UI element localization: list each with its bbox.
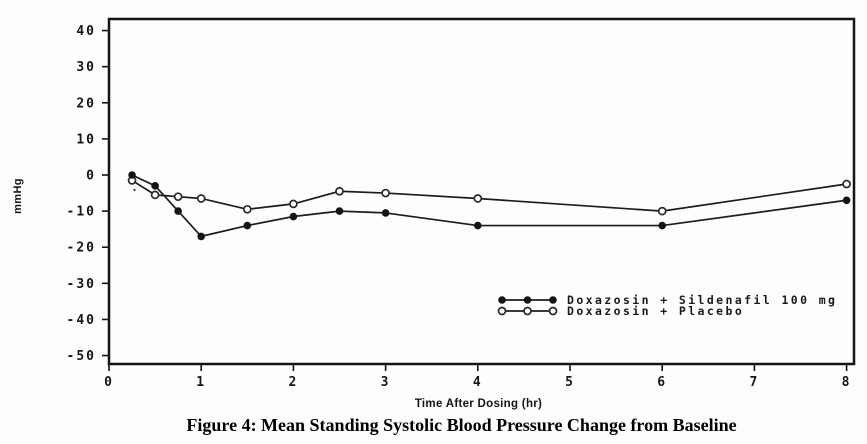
y-tick-label: 20 xyxy=(76,96,96,111)
data-point-marker xyxy=(150,190,160,200)
y-tick-label: -40 xyxy=(67,313,96,328)
data-point-marker xyxy=(842,179,851,189)
legend-swatch-marker xyxy=(548,306,558,316)
data-point-marker xyxy=(196,194,206,203)
y-axis-title: mmHg xyxy=(12,178,24,214)
scan-artifact-dot xyxy=(133,188,136,192)
y-tick-label: -50 xyxy=(67,349,96,364)
y-tick-label: 10 xyxy=(76,132,96,147)
x-tick-label: 1 xyxy=(196,375,206,390)
legend-label-1: Doxazosin + Placebo xyxy=(567,304,744,318)
legend-swatch-marker xyxy=(497,306,507,316)
x-tick-label: 8 xyxy=(842,375,852,390)
legend-swatch-marker xyxy=(549,296,557,304)
data-point-marker xyxy=(335,207,344,215)
data-point-marker xyxy=(242,204,252,214)
series-line-0 xyxy=(131,174,847,238)
data-point-marker xyxy=(128,171,136,179)
y-tick-label: 40 xyxy=(76,24,96,39)
chart-canvas: 40 30 20 10 0 -10 -20 -30 -40 -50 0 1 2 3 4 5 6 7 8 Doxazos… xyxy=(67,17,856,390)
x-tick-label: 7 xyxy=(749,375,759,390)
data-point-marker xyxy=(381,209,390,217)
data-point-marker xyxy=(381,188,390,198)
legend-swatch-marker xyxy=(523,306,532,316)
x-tick-label: 6 xyxy=(657,375,667,390)
data-point-marker xyxy=(658,221,666,230)
figure-caption: Figure 4: Mean Standing Systolic Blood P… xyxy=(186,415,737,435)
data-point-marker xyxy=(842,196,851,205)
y-tick-label: -30 xyxy=(67,277,96,292)
data-point-marker xyxy=(173,192,183,202)
y-tick-label: 30 xyxy=(76,60,96,75)
data-point-marker xyxy=(473,194,483,203)
data-point-marker xyxy=(474,221,482,230)
data-point-marker xyxy=(657,206,667,216)
y-tick-label: -10 xyxy=(67,205,96,220)
y-tick-label: 0 xyxy=(86,169,96,184)
y-tick-label: -20 xyxy=(67,241,96,256)
x-tick-label: 2 xyxy=(288,375,298,390)
data-point-marker xyxy=(335,186,344,196)
x-tick-label: 0 xyxy=(104,375,114,390)
x-axis-title: Time After Dosing (hr) xyxy=(414,398,543,410)
data-point-marker xyxy=(197,232,205,241)
data-point-marker xyxy=(243,221,252,230)
data-point-marker xyxy=(151,182,159,190)
data-point-marker xyxy=(174,207,182,215)
data-point-marker xyxy=(289,199,298,209)
series-line-1 xyxy=(131,179,847,212)
legend-swatch-marker xyxy=(523,296,532,304)
x-tick-label: 4 xyxy=(473,375,483,390)
x-tick-label: 3 xyxy=(381,375,391,390)
plot-frame xyxy=(107,17,856,366)
legend-label-0: Doxazosin + Sildenafil 100 mg xyxy=(567,293,837,307)
data-point-marker xyxy=(289,212,298,221)
legend-swatch-marker xyxy=(498,296,506,304)
x-tick-label: 5 xyxy=(565,375,575,390)
